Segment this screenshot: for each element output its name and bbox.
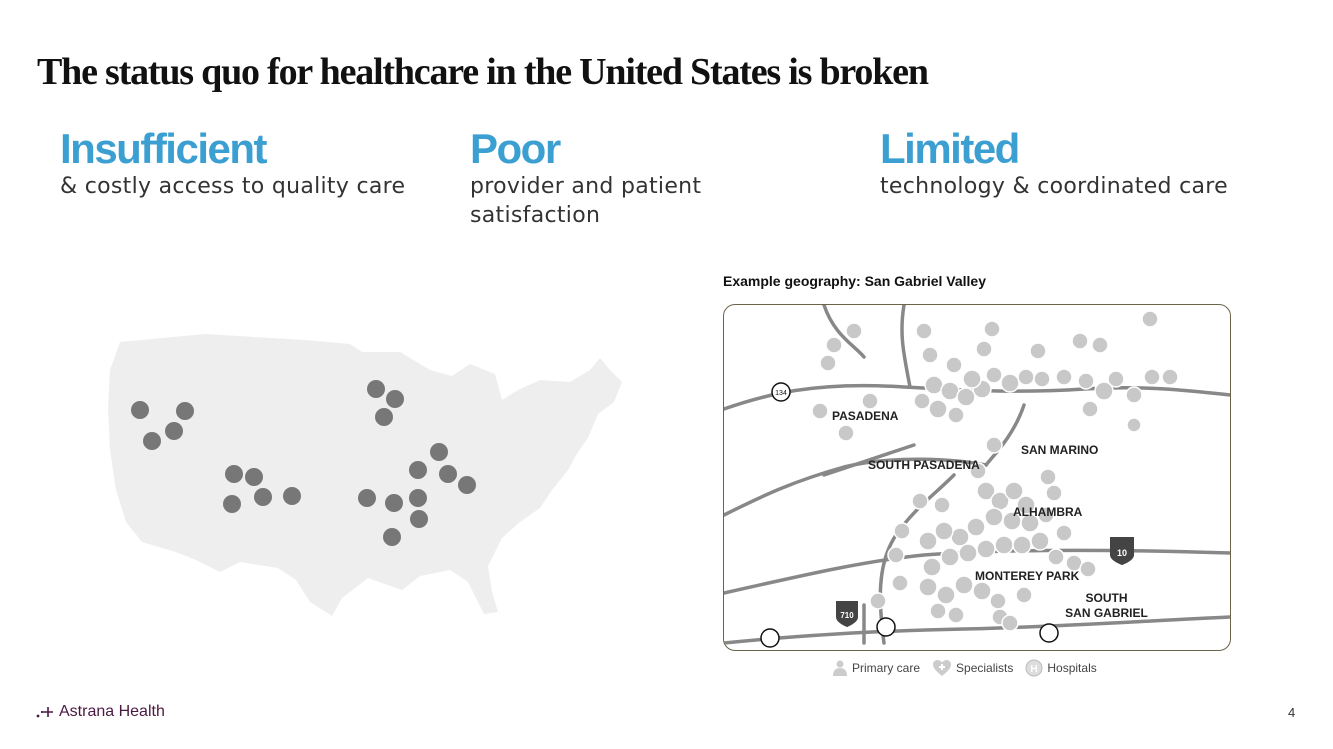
brand-logo: Astrana Health <box>36 703 165 721</box>
location-dot <box>223 495 241 513</box>
page-number: 4 <box>1288 705 1296 720</box>
legend-label: Primary care <box>852 661 921 675</box>
legend-item-hospitals: H Hospitals <box>1025 659 1097 677</box>
column-text-line: satisfaction <box>470 203 601 228</box>
place-label: SOUTH PASADENA <box>868 458 980 472</box>
legend-item-primary-care: Primary care <box>830 660 920 676</box>
legend-label: Specialists <box>956 661 1014 675</box>
location-dot <box>176 402 194 420</box>
column-text: technology & coordinated care <box>880 174 1228 199</box>
interstate-710-label: 710 <box>840 611 854 620</box>
column-heading: Insufficient <box>60 125 268 172</box>
location-dot <box>439 465 457 483</box>
brand-name: Astrana Health <box>59 703 165 720</box>
route-shield <box>876 617 896 637</box>
column-poor: Poor provider and patient satisfaction <box>470 126 701 230</box>
legend-item-specialists: Specialists <box>932 659 1013 677</box>
location-dot <box>458 476 476 494</box>
location-dot <box>410 510 428 528</box>
column-heading: Limited <box>880 125 1020 172</box>
map-legend: Primary care Specialists H Hospitals <box>830 659 1109 677</box>
route-shield <box>1039 623 1059 643</box>
place-label: SOUTH SAN GABRIEL <box>1064 591 1149 621</box>
astrana-star-icon <box>36 707 53 718</box>
column-limited: Limited technology & coordinated care <box>880 126 1228 201</box>
place-label: SAN MARINO <box>1021 443 1099 457</box>
map-caption: Example geography: San Gabriel Valley <box>723 273 986 289</box>
column-insufficient: Insufficient & costly access to quality … <box>60 126 405 201</box>
place-label: ALHAMBRA <box>1013 505 1083 519</box>
place-label: MONTEREY PARK <box>975 569 1080 583</box>
location-dot <box>143 432 161 450</box>
person-icon <box>833 660 847 676</box>
route-shields: 134 710 10 <box>760 382 1134 648</box>
location-dot <box>386 390 404 408</box>
interstate-10-shield <box>1110 537 1134 565</box>
legend-label: Hospitals <box>1047 661 1097 675</box>
san-gabriel-map: 134 710 10 PASADENA SOUTH PASADENA SAN M… <box>723 304 1231 651</box>
location-dot <box>225 465 243 483</box>
place-label: PASADENA <box>832 409 899 423</box>
svg-text:H: H <box>1031 664 1038 675</box>
column-text-line: provider and patient <box>470 174 702 199</box>
map-roads: 134 710 10 <box>724 305 1230 648</box>
interstate-710-shield <box>836 601 858 627</box>
location-dot <box>430 443 448 461</box>
location-dot <box>375 408 393 426</box>
column-text: provider and patient satisfaction <box>470 172 701 230</box>
location-dot <box>409 461 427 479</box>
location-dot <box>245 468 263 486</box>
route-134-shield <box>771 382 791 402</box>
location-dot <box>385 494 403 512</box>
interstate-10-label: 10 <box>1117 548 1127 558</box>
heart-plus-icon <box>933 660 952 676</box>
h-circle-icon: H <box>1025 659 1043 677</box>
column-text: & costly access to quality care <box>60 174 406 199</box>
column-heading: Poor <box>470 125 561 172</box>
place-label-line: SOUTH <box>1085 591 1128 605</box>
location-dot <box>367 380 385 398</box>
us-map <box>108 334 622 616</box>
route-shield <box>760 628 780 648</box>
location-dot <box>283 487 301 505</box>
location-dot <box>165 422 183 440</box>
location-dot <box>383 528 401 546</box>
us-map-shape <box>108 334 622 616</box>
location-dots <box>131 380 476 546</box>
place-label-line: SAN GABRIEL <box>1065 606 1148 620</box>
location-dot <box>358 489 376 507</box>
route-134-label: 134 <box>775 390 787 397</box>
page-title: The status quo for healthcare in the Uni… <box>37 51 929 93</box>
provider-markers <box>811 310 1179 632</box>
location-dot <box>254 488 272 506</box>
location-dot <box>409 489 427 507</box>
location-dot <box>131 401 149 419</box>
